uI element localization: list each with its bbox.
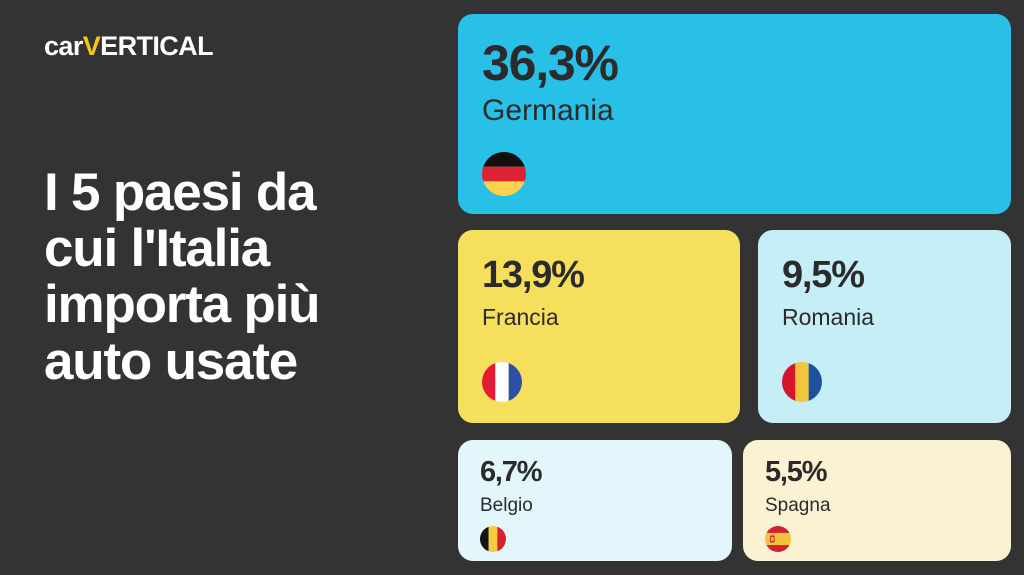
france-flag-icon xyxy=(482,362,522,402)
romania-flag-icon xyxy=(782,362,822,402)
carvertical-logo: carVERTICAL xyxy=(44,31,214,61)
logo-suffix: ERTICAL xyxy=(100,31,213,61)
stat-card-romania: 9,5% Romania xyxy=(758,230,1011,423)
stat-card-germania: 36,3% Germania xyxy=(458,14,1011,214)
headline-line-1: I 5 paesi da xyxy=(44,163,317,222)
country-stats-grid: 36,3% Germania 13,9% Francia xyxy=(458,14,1011,561)
headline-line-2: cui l'Italia xyxy=(44,219,270,279)
logo-prefix: car xyxy=(44,31,83,61)
headline-line-3: importa più xyxy=(44,275,321,335)
headline-line-4: auto usate xyxy=(44,331,298,391)
stat-country-spagna: Spagna xyxy=(765,495,831,516)
belgium-flag-icon xyxy=(480,526,506,552)
stat-card-francia: 13,9% Francia xyxy=(458,230,740,423)
spain-flag-icon xyxy=(765,526,791,552)
stat-percent-spagna: 5,5% xyxy=(765,456,828,488)
stat-percent-francia: 13,9% xyxy=(482,254,585,296)
logo-accent-letter: V xyxy=(82,31,101,61)
stat-country-germania: Germania xyxy=(482,94,614,127)
page-title: I 5 paesi da cui l'Italia importa più au… xyxy=(44,163,424,391)
stat-country-belgio: Belgio xyxy=(480,495,533,516)
stat-card-belgio: 6,7% Belgio xyxy=(458,440,732,561)
stat-percent-romania: 9,5% xyxy=(782,254,865,296)
stat-country-romania: Romania xyxy=(782,304,875,330)
stat-country-francia: Francia xyxy=(482,304,559,330)
stat-card-spagna: 5,5% Spagna xyxy=(743,440,1011,561)
stat-percent-belgio: 6,7% xyxy=(480,456,543,488)
left-text-panel: carVERTICAL I 5 paesi da cui l'Italia im… xyxy=(0,0,458,575)
stat-percent-germania: 36,3% xyxy=(482,35,619,91)
germany-flag-icon xyxy=(482,152,526,196)
